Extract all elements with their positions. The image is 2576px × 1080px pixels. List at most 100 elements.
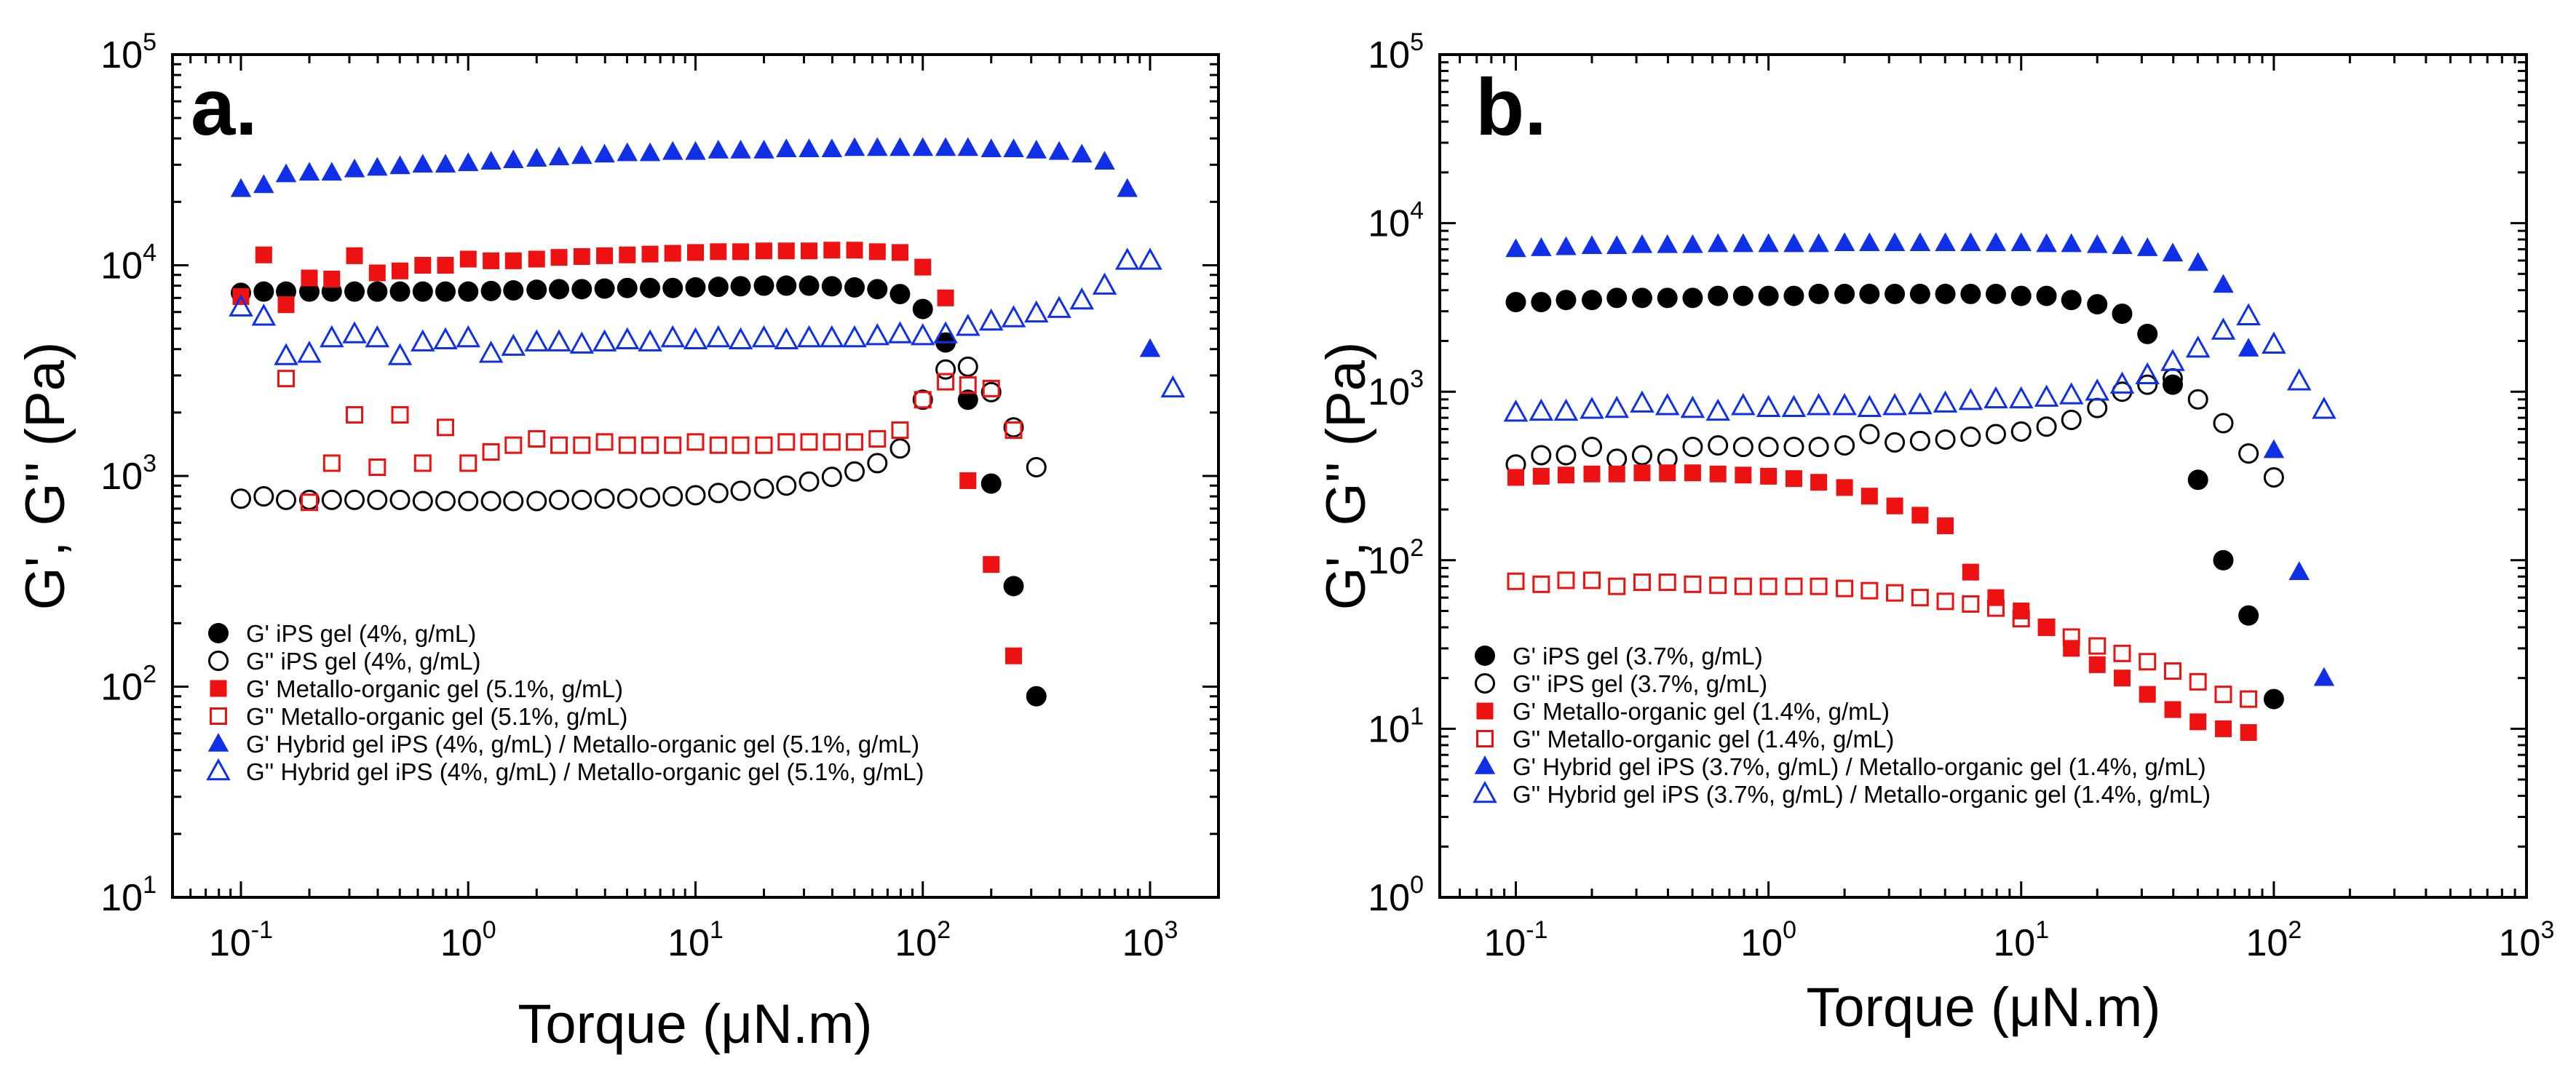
- data-point: [1834, 435, 1855, 456]
- data-point: [710, 243, 727, 261]
- data-point: [1658, 573, 1676, 592]
- data-point: [365, 325, 390, 348]
- data-point: [980, 473, 1002, 494]
- data-point: [412, 281, 433, 302]
- data-point: [1531, 292, 1552, 313]
- data-point: [1092, 272, 1117, 295]
- data-point: [664, 245, 681, 262]
- data-point: [2113, 644, 2131, 662]
- data-point: [459, 454, 477, 472]
- data-point: [1960, 232, 1981, 252]
- data-point: [1859, 424, 1880, 445]
- data-point: [889, 137, 911, 156]
- data-point: [777, 242, 795, 260]
- legend-marker: [1476, 702, 1494, 720]
- legend-label: G'' Metallo-organic gel (5.1%, g/mL): [246, 703, 627, 730]
- data-point: [1859, 283, 1880, 304]
- data-point: [435, 281, 456, 302]
- legend-item: G'' Metallo-organic gel (5.1%, g/mL): [210, 703, 627, 730]
- legend-marker: [207, 733, 229, 752]
- data-point: [1047, 295, 1071, 318]
- y-axis-label-a: G', G'' (Pa): [15, 342, 76, 611]
- data-point: [891, 244, 908, 261]
- y-tick-label: 102: [1368, 534, 1424, 582]
- data-point: [547, 329, 571, 352]
- x-tick-label-exponent: 2: [2288, 916, 2302, 944]
- legend-b: G' iPS gel (3.7%, g/mL)G'' iPS gel (3.7%…: [1473, 643, 2211, 808]
- data-point: [2263, 467, 2284, 488]
- data-point: [480, 491, 502, 512]
- data-point: [571, 279, 593, 300]
- data-point: [732, 243, 750, 261]
- data-point: [2288, 561, 2310, 580]
- data-point: [1005, 647, 1023, 664]
- data-point: [1026, 457, 1047, 478]
- data-point: [891, 421, 909, 440]
- x-tick-label-exponent: -1: [1526, 916, 1547, 944]
- data-point: [483, 252, 500, 269]
- data-point: [641, 436, 659, 454]
- data-point: [1760, 467, 1778, 485]
- data-point: [867, 453, 888, 474]
- legend-item: G' iPS gel (4%, g/mL): [208, 620, 476, 647]
- data-point: [800, 433, 818, 451]
- data-point: [823, 242, 841, 259]
- data-point: [1069, 287, 1095, 310]
- data-point: [322, 454, 341, 472]
- data-point: [1987, 589, 2005, 606]
- data-point: [436, 418, 454, 437]
- data-point: [1734, 577, 1752, 595]
- data-point: [753, 139, 774, 159]
- data-point: [1808, 233, 1829, 253]
- data-point: [433, 327, 458, 350]
- data-point: [526, 279, 547, 301]
- y-tick-label-base: 10: [100, 877, 143, 919]
- data-point: [480, 151, 502, 170]
- data-point: [478, 341, 504, 363]
- data-point: [1785, 577, 1803, 595]
- data-point: [1935, 283, 1956, 304]
- data-point: [660, 325, 686, 348]
- data-point: [1026, 686, 1047, 707]
- data-point: [435, 491, 456, 512]
- data-point: [1160, 375, 1186, 398]
- x-tick-label-exponent: 0: [1783, 916, 1796, 944]
- data-point: [798, 471, 820, 492]
- legend-item: G' Hybrid gel iPS (3.7%, g/mL) / Metallo…: [1474, 753, 2206, 780]
- data-point: [1758, 233, 1779, 253]
- data-point: [594, 488, 615, 509]
- data-point: [1071, 143, 1093, 163]
- data-point: [1884, 232, 1906, 252]
- data-point: [959, 472, 977, 489]
- data-point: [776, 138, 797, 158]
- data-point: [596, 247, 614, 264]
- data-point: [1608, 465, 1625, 483]
- data-point: [550, 436, 568, 454]
- data-point: [1003, 138, 1024, 158]
- data-point: [458, 281, 479, 302]
- x-tick-label-base: 10: [209, 922, 251, 964]
- legend-item: G'' Hybrid gel iPS (3.7%, g/mL) / Metall…: [1473, 780, 2211, 808]
- data-point: [274, 343, 298, 365]
- panel-label-b: b.: [1475, 63, 1547, 152]
- data-point: [2139, 686, 2156, 703]
- x-tick-label: 100: [1740, 916, 1796, 964]
- panel-label-a: a.: [191, 63, 258, 152]
- data-point: [456, 325, 481, 348]
- data-point: [1557, 571, 1575, 589]
- data-point: [2162, 242, 2184, 262]
- data-point: [910, 323, 935, 346]
- data-point: [776, 475, 797, 496]
- data-point: [1808, 437, 1829, 458]
- data-point: [1908, 392, 1933, 415]
- data-point: [482, 443, 500, 461]
- data-point: [2088, 637, 2107, 655]
- y-tick-label: 105: [100, 28, 156, 76]
- data-point: [821, 138, 843, 158]
- data-point: [2058, 382, 2084, 405]
- data-point: [1139, 338, 1161, 357]
- x-tick-label-base: 10: [895, 922, 937, 964]
- data-point: [503, 491, 524, 512]
- data-point: [912, 137, 934, 156]
- data-point: [2010, 232, 2032, 252]
